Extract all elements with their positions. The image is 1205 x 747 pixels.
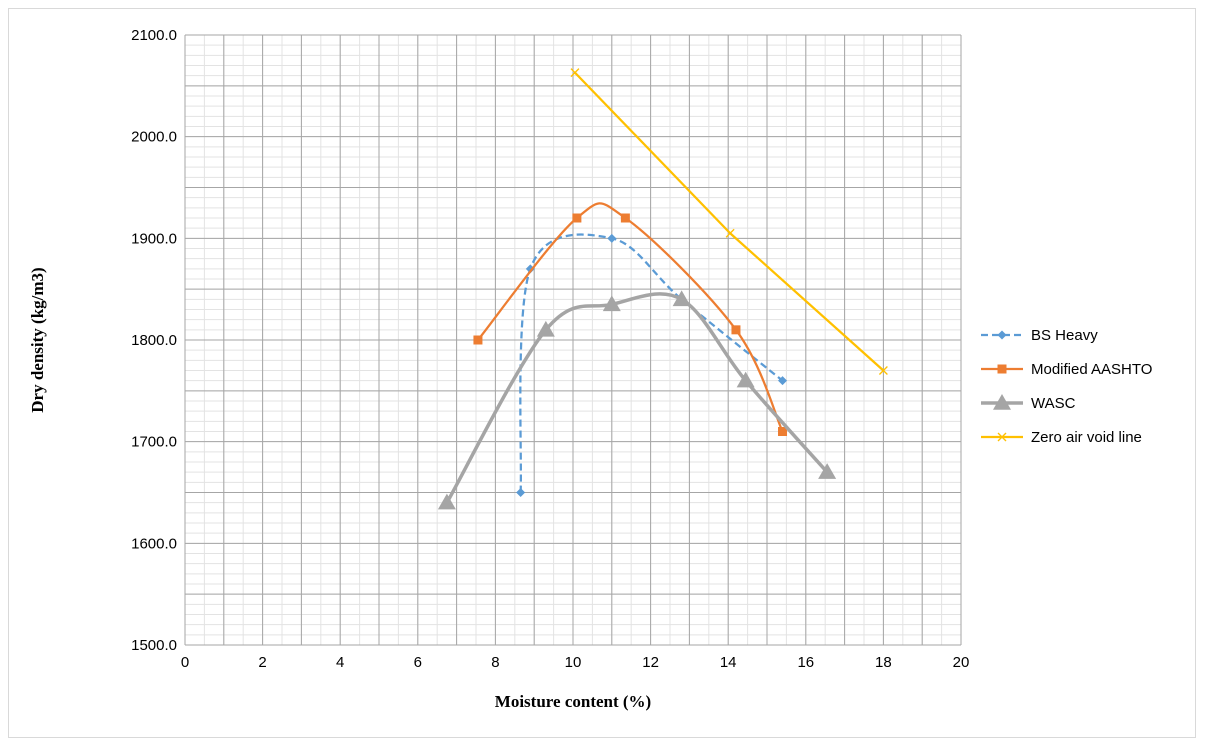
x-tick-label: 8: [491, 654, 499, 671]
data-point-modified-aashto: [731, 325, 741, 335]
x-tick-label: 0: [181, 654, 189, 671]
y-tick-label: 1800.0: [131, 332, 177, 349]
x-tick-label: 2: [258, 654, 266, 671]
series-line-bs-heavy: [519, 233, 784, 493]
x-tick-label: 20: [953, 654, 970, 671]
data-point-bs-heavy: [516, 488, 526, 497]
data-point-zero-air-void-line: [570, 68, 580, 78]
legend-marker-zero-air-void-line-stroke: [997, 432, 1007, 442]
y-axis-title: Dry density (kg/m3): [28, 267, 47, 412]
y-axis-ticks: 1500.0 1600.0 1700.0 1800.0 1900.0 2000.0 2100…: [131, 27, 177, 654]
x-tick-label: 10: [565, 654, 582, 671]
y-tick-label: 1700.0: [131, 434, 177, 451]
data-point-bs-heavy: [525, 264, 535, 274]
data-point-zero-air-void-line: [725, 228, 735, 238]
data-point-bs-heavy: [778, 376, 788, 386]
series-bs-heavy: [516, 233, 788, 497]
data-point-modified-aashto: [620, 213, 630, 223]
x-tick-label: 6: [414, 654, 422, 671]
series-line-wasc: [445, 292, 829, 504]
data-point-wasc: [818, 463, 837, 479]
series-layer: [437, 68, 888, 510]
data-point-wasc: [437, 493, 456, 510]
legend-label-modified-aashto: Modified AASHTO: [1031, 361, 1152, 378]
legend-marker-zero-air-void-line: [997, 432, 1007, 442]
x-tick-label: 18: [875, 654, 892, 671]
legend-marker-bs-heavy: [997, 330, 1007, 340]
y-tick-label: 1900.0: [131, 230, 177, 247]
data-point-bs-heavy: [607, 233, 617, 243]
series-line-modified-aashto: [477, 202, 784, 432]
dry-density-chart: 0 2 4 6 8 10 12 14 16 18 20 1500.0 1600.0 1700.0 1800…: [28, 27, 1152, 711]
data-point-modified-aashto: [473, 335, 483, 345]
x-tick-label: 16: [797, 654, 814, 671]
series-modified-aashto: [473, 202, 788, 436]
x-tick-label: 4: [336, 654, 344, 671]
legend-entry-modified-aashto: Modified AASHTO: [981, 361, 1152, 378]
legend-entry-zero-air-void-line: Zero air void line: [981, 429, 1142, 446]
legend-label-bs-heavy: BS Heavy: [1031, 327, 1098, 344]
major-grid: [184, 34, 962, 646]
data-point-zero-air-void-line: [878, 366, 888, 375]
legend-entry-wasc: WASC: [981, 394, 1076, 412]
x-tick-label: 14: [720, 654, 737, 671]
legend-marker-modified-aashto: [997, 364, 1007, 374]
data-point-wasc: [672, 290, 691, 307]
y-tick-label: 1500.0: [131, 637, 177, 654]
legend-label-wasc: WASC: [1031, 395, 1076, 412]
data-point-wasc: [736, 371, 755, 388]
data-point-wasc: [536, 320, 555, 337]
x-axis-title: Moisture content (%): [495, 692, 651, 711]
chart-frame: 0 2 4 6 8 10 12 14 16 18 20 1500.0 1600.0 1700.0 1800…: [8, 8, 1196, 738]
legend: BS Heavy Modified AASHTO WASC Zero air void…: [981, 327, 1152, 446]
data-point-zero-air-void-line-stroke: [725, 228, 735, 238]
data-point-modified-aashto: [572, 213, 582, 223]
data-point-zero-air-void-line-stroke: [570, 68, 580, 78]
x-tick-label: 12: [642, 654, 659, 671]
y-tick-label: 2000.0: [131, 129, 177, 146]
legend-label-zero-air-void-line: Zero air void line: [1031, 429, 1142, 446]
legend-entry-bs-heavy: BS Heavy: [981, 327, 1098, 344]
legend-marker-wasc: [993, 394, 1011, 410]
y-tick-label: 2100.0: [131, 27, 177, 44]
series-wasc: [437, 290, 837, 510]
data-point-zero-air-void-line-stroke: [878, 366, 888, 375]
series-zero-air-void-line: [570, 68, 888, 375]
data-point-wasc: [602, 295, 621, 312]
y-tick-label: 1600.0: [131, 535, 177, 552]
data-point-modified-aashto: [778, 427, 788, 436]
x-axis-ticks: 0 2 4 6 8 10 12 14 16 18 20: [181, 654, 970, 671]
